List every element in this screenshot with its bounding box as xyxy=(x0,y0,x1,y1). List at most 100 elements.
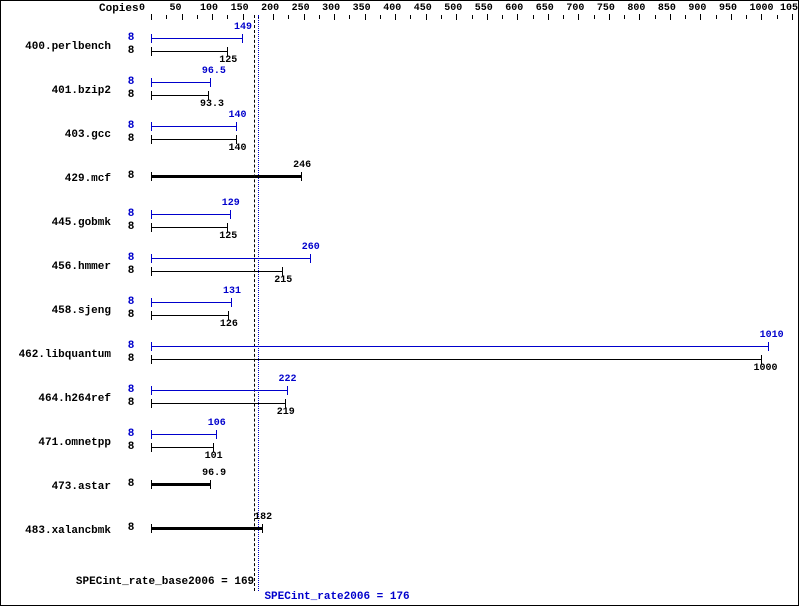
copies-value: 8 xyxy=(124,296,138,308)
axis-minor-tick xyxy=(594,15,595,19)
bar xyxy=(151,483,210,486)
bar xyxy=(151,51,227,52)
copies-value: 8 xyxy=(124,32,138,44)
axis-tick xyxy=(670,14,671,20)
axis-tick-label: 350 xyxy=(353,3,371,14)
summary-base-label: SPECint_rate_base2006 = 169 xyxy=(11,576,254,588)
axis-tick-label: 600 xyxy=(505,3,523,14)
benchmark-name: 456.hmmer xyxy=(1,261,111,273)
axis-tick xyxy=(639,14,640,20)
copies-value: 8 xyxy=(124,170,138,182)
bar xyxy=(151,175,301,178)
bar-value-label: 106 xyxy=(208,418,226,429)
benchmark-name: 473.astar xyxy=(1,481,111,493)
bar-value-label: 101 xyxy=(205,451,223,462)
bar-value-label: 260 xyxy=(302,242,320,253)
axis-tick xyxy=(273,14,274,20)
bar-cap xyxy=(768,342,769,351)
bar xyxy=(151,258,310,259)
bar-start-cap xyxy=(151,78,152,87)
axis-tick xyxy=(304,14,305,20)
axis-tick-label: 900 xyxy=(688,3,706,14)
axis-tick xyxy=(609,14,610,20)
bar-start-cap xyxy=(151,122,152,131)
copies-value: 8 xyxy=(124,252,138,264)
reference-line-base xyxy=(254,15,255,591)
benchmark-name: 471.omnetpp xyxy=(1,437,111,449)
bar-value-label: 126 xyxy=(220,319,238,330)
axis-tick-label: 800 xyxy=(627,3,645,14)
copies-value: 8 xyxy=(124,133,138,145)
benchmark-name: 458.sjeng xyxy=(1,305,111,317)
bar xyxy=(151,315,228,316)
bar-cap xyxy=(301,172,302,181)
bar-value-label: 149 xyxy=(234,22,252,33)
axis-tick-label: 700 xyxy=(566,3,584,14)
bar-cap xyxy=(216,430,217,439)
bar xyxy=(151,359,761,360)
axis-minor-tick xyxy=(533,15,534,19)
axis-tick xyxy=(700,14,701,20)
axis-minor-tick xyxy=(685,15,686,19)
bar xyxy=(151,447,213,448)
copies-value: 8 xyxy=(124,309,138,321)
copies-value: 8 xyxy=(124,120,138,132)
bar xyxy=(151,214,230,215)
bar-start-cap xyxy=(151,298,152,307)
axis-minor-tick xyxy=(166,15,167,19)
bar xyxy=(151,82,210,83)
copies-value: 8 xyxy=(124,478,138,490)
axis-minor-tick xyxy=(288,15,289,19)
bar-value-label: 96.5 xyxy=(202,66,226,77)
benchmark-name: 462.libquantum xyxy=(1,349,111,361)
bar-cap xyxy=(310,254,311,263)
bar-value-label: 131 xyxy=(223,286,241,297)
copies-value: 8 xyxy=(124,76,138,88)
benchmark-name: 464.h264ref xyxy=(1,393,111,405)
bar-cap xyxy=(210,78,211,87)
bar-value-label: 125 xyxy=(219,231,237,242)
axis-tick xyxy=(426,14,427,20)
copies-value: 8 xyxy=(124,428,138,440)
axis-tick xyxy=(182,14,183,20)
benchmark-name: 400.perlbench xyxy=(1,41,111,53)
axis-tick xyxy=(548,14,549,20)
benchmark-name: 401.bzip2 xyxy=(1,85,111,97)
bar-start-cap xyxy=(151,91,152,100)
axis-tick xyxy=(517,14,518,20)
bar-start-cap xyxy=(151,480,152,489)
axis-tick-label: 850 xyxy=(658,3,676,14)
bar xyxy=(151,38,242,39)
axis-tick xyxy=(395,14,396,20)
axis-tick-label: 550 xyxy=(475,3,493,14)
bar-value-label: 125 xyxy=(219,55,237,66)
axis-tick xyxy=(578,14,579,20)
bar-start-cap xyxy=(151,355,152,364)
copies-value: 8 xyxy=(124,265,138,277)
axis-minor-tick xyxy=(716,15,717,19)
reference-line-peak xyxy=(258,15,259,591)
axis-tick-label: 0 xyxy=(139,3,145,14)
bar xyxy=(151,126,236,127)
axis-tick-label: 100 xyxy=(200,3,218,14)
bar-value-label: 1000 xyxy=(753,363,777,374)
axis-minor-tick xyxy=(410,15,411,19)
bar xyxy=(151,271,282,272)
axis-tick-label: 450 xyxy=(414,3,432,14)
copies-value: 8 xyxy=(124,221,138,233)
copies-value: 8 xyxy=(124,340,138,352)
axis-tick xyxy=(212,14,213,20)
benchmark-name: 483.xalancbmk xyxy=(1,525,111,537)
axis-minor-tick xyxy=(380,15,381,19)
bar-cap xyxy=(210,480,211,489)
bar-value-label: 140 xyxy=(228,110,246,121)
bar-start-cap xyxy=(151,524,152,533)
bar-value-label: 182 xyxy=(254,512,272,523)
bar-cap xyxy=(242,34,243,43)
bar-cap xyxy=(262,524,263,533)
axis-minor-tick xyxy=(227,15,228,19)
bar-value-label: 1010 xyxy=(760,330,784,341)
copies-value: 8 xyxy=(124,522,138,534)
benchmark-name: 403.gcc xyxy=(1,129,111,141)
bar-start-cap xyxy=(151,342,152,351)
